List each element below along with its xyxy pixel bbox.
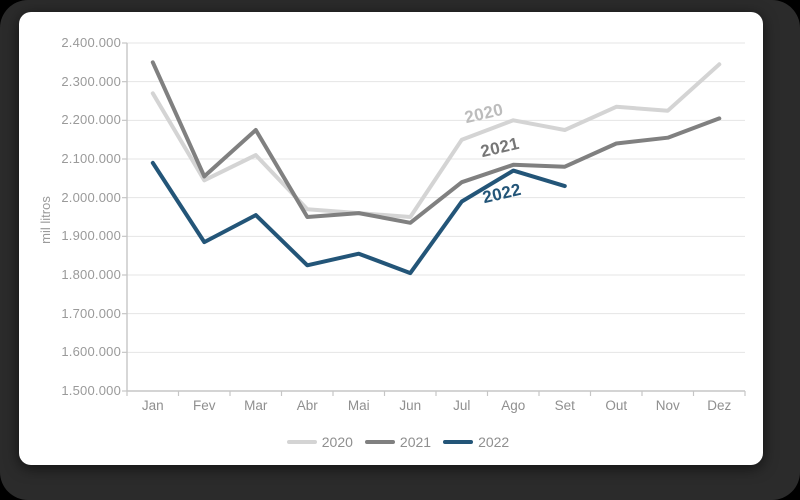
x-tick-label-abr: Abr: [296, 398, 318, 413]
legend-label-2020: 2020: [321, 434, 353, 450]
y-tick-label: 1.700.000: [61, 305, 121, 321]
legend-item-2022: 2022: [443, 434, 509, 450]
y-tick-label: 2.200.000: [61, 112, 121, 128]
y-tick-label: 2.000.000: [61, 189, 121, 205]
x-tick-label-out: Out: [605, 398, 628, 413]
y-tick-label: 1.800.000: [61, 267, 121, 282]
y-tick-label: 1.500.000: [61, 383, 121, 398]
legend-line-swatch-2021: [364, 440, 395, 444]
legend-label-2021: 2021: [399, 434, 432, 450]
legend-label-2022: 2022: [478, 434, 510, 450]
x-tick-label-jan: Jan: [141, 398, 164, 413]
x-tick-label-jun: Jun: [399, 398, 422, 413]
x-tick-label-fev: Fev: [192, 398, 216, 413]
series-line-2020: [150, 62, 722, 219]
x-tick-label-dez: Dez: [707, 398, 732, 413]
y-tick-label: 2.300.000: [61, 73, 121, 89]
y-tick-label: 1.900.000: [61, 228, 121, 244]
chart-legend: 2020 2021 2022: [26, 433, 770, 451]
legend-line-swatch-2022: [443, 440, 474, 444]
line-chart: [122, 42, 746, 396]
series-line-2021: [150, 60, 722, 225]
x-tick-label-set: Set: [554, 398, 575, 413]
legend-item-2021: 2021: [364, 434, 432, 450]
x-tick-label-jul: Jul: [453, 398, 471, 413]
chart-card: mil litros 2.400.000 2.300.000 2.200.000 2.…: [19, 12, 763, 465]
y-tick-label: 2.400.000: [61, 35, 121, 50]
x-tick-label-nov: Nov: [655, 398, 680, 413]
y-tick-label: 1.600.000: [61, 344, 121, 360]
x-tick-label-mar: Mar: [244, 398, 268, 413]
x-tick-label-mai: Mai: [347, 398, 370, 413]
legend-line-swatch-2020: [286, 440, 317, 444]
x-tick-label-ago: Ago: [501, 398, 526, 413]
series-line-2022: [150, 160, 567, 276]
y-tick-label: 2.100.000: [61, 151, 121, 166]
legend-item-2020: 2020: [286, 434, 353, 450]
